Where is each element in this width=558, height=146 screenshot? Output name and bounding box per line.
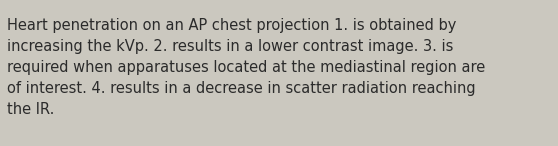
Text: Heart penetration on an AP chest projection 1. is obtained by
increasing the kVp: Heart penetration on an AP chest project… xyxy=(7,18,485,117)
